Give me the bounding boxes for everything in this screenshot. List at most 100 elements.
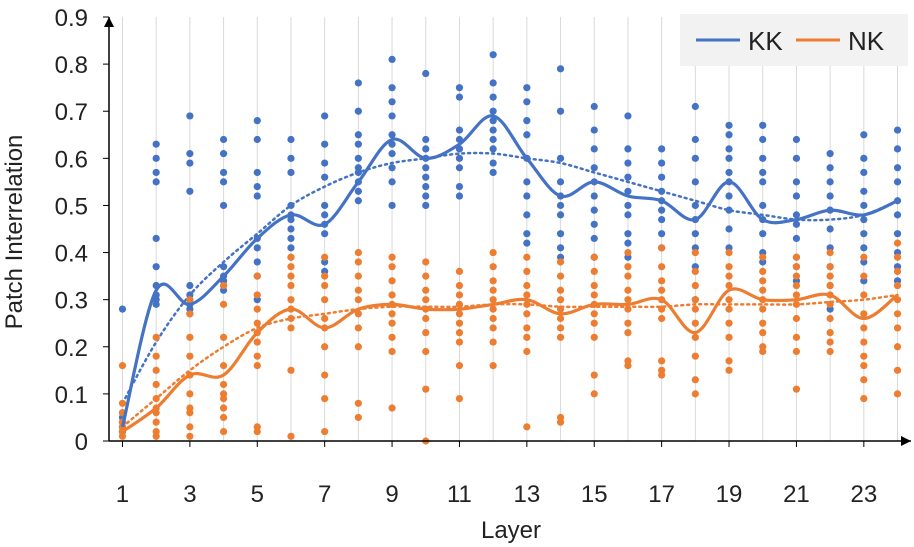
point-nk <box>422 286 430 294</box>
point-nk <box>455 338 464 346</box>
x-tick-label: 7 <box>318 481 331 508</box>
point-nk <box>321 343 329 351</box>
point-kk <box>792 192 801 200</box>
point-kk <box>792 178 801 186</box>
point-kk <box>422 145 430 153</box>
point-nk <box>152 352 160 360</box>
point-nk <box>186 409 194 417</box>
point-kk <box>388 178 396 186</box>
point-nk <box>759 277 767 285</box>
point-nk <box>725 305 733 313</box>
trendline-nk <box>121 293 899 429</box>
point-nk <box>219 333 228 341</box>
point-kk <box>860 154 868 162</box>
x-tick-label: 19 <box>716 481 743 508</box>
point-kk <box>556 65 565 73</box>
y-tick-label: 0.2 <box>55 335 88 362</box>
point-nk <box>523 300 531 308</box>
point-nk <box>321 371 329 379</box>
point-kk <box>725 206 733 214</box>
point-nk <box>624 362 632 370</box>
legend: KK NK <box>680 14 908 66</box>
point-kk <box>590 164 598 172</box>
point-nk <box>556 314 565 323</box>
point-nk <box>321 296 329 304</box>
point-kk <box>826 164 834 172</box>
point-nk <box>287 272 295 280</box>
point-nk <box>253 291 261 299</box>
point-nk <box>691 352 699 360</box>
point-nk <box>826 329 834 337</box>
point-nk <box>792 263 801 271</box>
point-nk <box>556 324 565 332</box>
point-kk <box>523 117 531 125</box>
point-nk <box>860 324 868 332</box>
point-kk <box>253 183 261 191</box>
point-nk <box>523 423 531 431</box>
point-nk <box>455 300 464 308</box>
trendlines <box>121 151 899 429</box>
point-kk <box>489 145 497 153</box>
point-nk <box>792 347 801 356</box>
point-kk <box>422 69 430 78</box>
point-nk <box>253 319 261 327</box>
x-axis-label: Layer <box>481 517 541 544</box>
point-nk <box>725 272 733 280</box>
point-nk <box>792 300 801 308</box>
point-kk <box>792 135 801 144</box>
point-kk <box>556 244 565 252</box>
point-nk <box>354 324 362 332</box>
y-tick-label: 0.7 <box>55 99 88 126</box>
point-kk <box>691 201 699 210</box>
point-kk <box>219 201 228 210</box>
point-nk <box>489 277 497 285</box>
point-nk <box>219 300 228 308</box>
point-nk <box>523 291 531 299</box>
point-nk <box>691 267 699 275</box>
point-nk <box>455 267 464 275</box>
point-nk <box>422 272 430 280</box>
point-nk <box>152 380 160 389</box>
point-nk <box>624 305 632 313</box>
point-kk <box>860 230 868 238</box>
point-kk <box>624 230 632 238</box>
point-kk <box>388 140 396 148</box>
point-kk <box>826 225 834 233</box>
point-nk <box>860 310 868 318</box>
point-kk <box>253 244 261 252</box>
point-kk <box>624 159 632 167</box>
point-kk <box>893 211 902 219</box>
point-kk <box>354 197 362 205</box>
point-kk <box>321 159 329 167</box>
point-kk <box>658 173 666 181</box>
point-nk <box>321 395 329 403</box>
point-nk <box>893 366 902 374</box>
point-kk <box>152 263 160 271</box>
point-nk <box>792 253 801 261</box>
point-kk <box>152 168 160 177</box>
point-nk <box>422 385 430 393</box>
point-nk <box>422 258 430 266</box>
point-kk <box>455 93 464 101</box>
point-nk <box>759 286 767 294</box>
y-tick-label: 0 <box>75 429 88 456</box>
point-nk <box>186 390 194 398</box>
point-nk <box>792 314 801 323</box>
point-kk <box>658 206 666 214</box>
point-nk <box>388 291 396 299</box>
point-kk <box>388 201 396 210</box>
point-nk <box>523 310 531 318</box>
point-nk <box>893 267 902 275</box>
point-nk <box>725 333 733 341</box>
point-kk <box>792 154 801 162</box>
point-nk <box>792 385 801 393</box>
point-kk <box>287 234 295 243</box>
point-kk <box>725 154 733 162</box>
point-kk <box>658 159 666 167</box>
point-nk <box>186 333 194 341</box>
point-nk <box>354 399 362 407</box>
point-kk <box>354 187 362 195</box>
point-nk <box>658 277 666 285</box>
point-kk <box>624 173 632 181</box>
point-nk <box>893 324 902 332</box>
